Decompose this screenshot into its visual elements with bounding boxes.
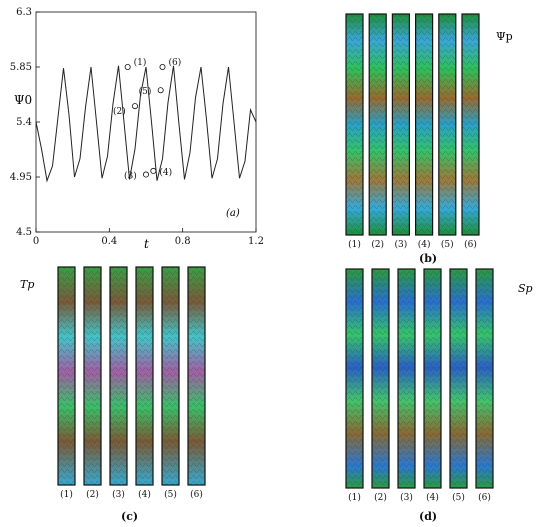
y-tick-label: 4.95 (10, 172, 32, 183)
y-tick-label: 4.5 (16, 227, 32, 238)
strip-label: (1) (60, 489, 73, 500)
strip-label: (2) (371, 239, 384, 250)
y-axis-label: Ψ0 (14, 93, 32, 107)
strip-label: (5) (452, 492, 465, 503)
marker-point (124, 64, 131, 71)
marker-point (157, 87, 164, 94)
panel-d-title: Sp (518, 282, 533, 295)
strip-label: (5) (441, 239, 454, 250)
x-tick-label: 0 (33, 236, 39, 247)
panel-c-title: Tp (20, 278, 34, 291)
marker-label: (3) (124, 171, 137, 182)
marker-label: (2) (113, 106, 126, 117)
marker-label: (5) (139, 86, 152, 97)
psi0-series-line (35, 65, 257, 183)
marker-point (131, 103, 138, 110)
contour-lines-overlay (369, 14, 387, 235)
marker-point (150, 167, 157, 174)
strip-label: (5) (164, 489, 177, 500)
strip-label: (6) (464, 239, 477, 250)
y-tick-label: 6.3 (16, 7, 32, 18)
strip-label: (3) (400, 492, 413, 503)
strip-label: (4) (418, 239, 431, 250)
panel-d-tag: (d) (419, 510, 437, 523)
y-tick-label: 5.85 (10, 62, 32, 73)
contour-lines-overlay (58, 267, 75, 485)
strip-label: (6) (478, 492, 491, 503)
contour-lines-overlay (136, 267, 153, 485)
x-tick-label: 1.2 (248, 236, 264, 247)
contour-lines-overlay (462, 14, 479, 235)
contour-lines-overlay (415, 14, 433, 235)
contour-lines-overlay (162, 267, 179, 485)
contour-lines-overlay (476, 269, 493, 488)
marker-label: (6) (169, 57, 182, 68)
contour-lines-overlay (424, 269, 441, 488)
contour-lines-overlay (398, 269, 415, 488)
x-tick-label: 0.8 (175, 236, 191, 247)
strip-label: (1) (348, 239, 361, 250)
strip-label: (2) (86, 489, 99, 500)
marker-point (159, 64, 166, 71)
panel-b-tag: (b) (419, 252, 437, 265)
strip-label: (4) (138, 489, 151, 500)
marker-point (142, 171, 149, 178)
contour-lines-overlay (450, 269, 467, 488)
panel-a-chart: 4.5 4.95 5.4 5.85 6.3 0 0.4 0.8 1.2 (1) (2) (3) (4… (10, 7, 264, 251)
strip-label: (4) (426, 492, 439, 503)
strip-label: (6) (190, 489, 203, 500)
y-tick-label: 5.4 (16, 117, 32, 128)
marker-label: (1) (134, 57, 147, 68)
contour-lines-overlay (84, 267, 101, 485)
strip-label: (3) (112, 489, 125, 500)
panel-b-psi-p: Ψp (1) (2) (3) (4) (5) (6) (b) (345, 13, 513, 265)
contour-lines-overlay (188, 267, 205, 485)
strip-label: (3) (395, 239, 408, 250)
panel-a-tag: (a) (226, 208, 240, 219)
contour-lines-overlay (110, 267, 127, 485)
panel-d-s-p: Sp (1) (2) (3) (4) (5) (6) (d) (345, 268, 533, 523)
panel-c-tag: (c) (121, 510, 138, 523)
marker-label: (4) (159, 167, 172, 178)
contour-lines-overlay (372, 269, 389, 488)
x-tick-label: 0.4 (101, 236, 117, 247)
contour-lines-overlay (438, 14, 456, 235)
contour-lines-overlay (346, 14, 363, 235)
contour-lines-overlay (346, 269, 363, 488)
panel-b-title: Ψp (496, 30, 513, 43)
contour-lines-overlay (392, 14, 410, 235)
x-axis-label: t (144, 237, 149, 251)
strip-label: (1) (348, 492, 361, 503)
strip-label: (2) (374, 492, 387, 503)
panel-c-t-p: Tp (1) (2) (3) (4) (5) (6) (c) (20, 266, 206, 523)
plot-frame (35, 11, 257, 233)
